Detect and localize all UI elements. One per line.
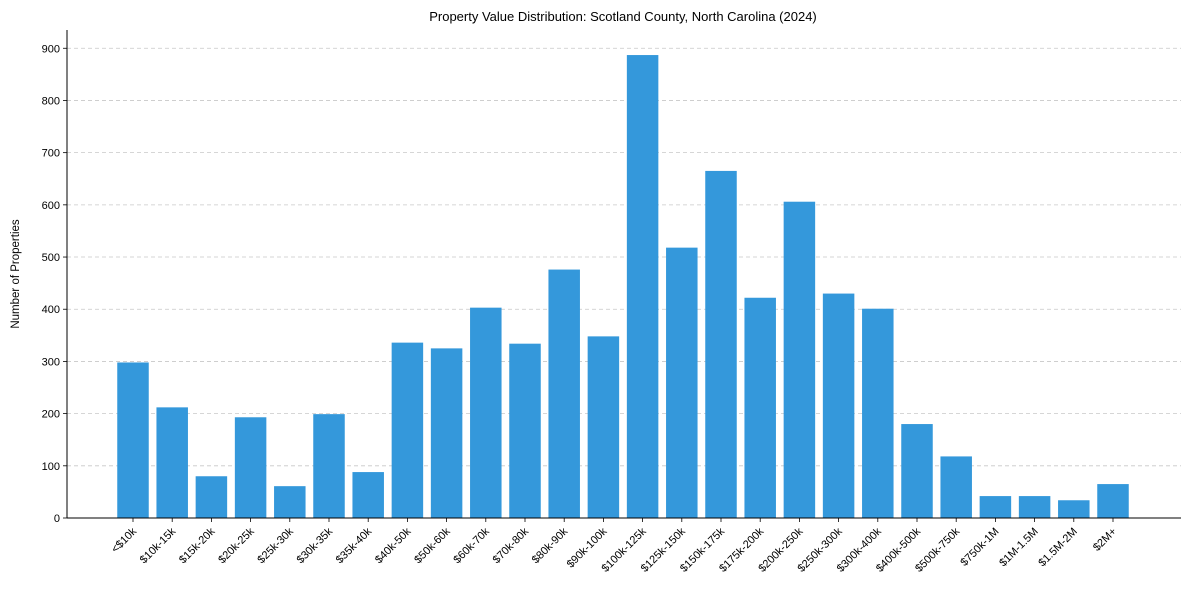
bar [901, 424, 933, 518]
x-tick-label: $40k-50k [373, 525, 414, 566]
x-tick-label: $25k-30k [255, 525, 296, 566]
bar [234, 417, 267, 518]
bar [666, 247, 698, 519]
bar [274, 486, 306, 518]
bar [470, 307, 502, 518]
y-axis-label: Number of Properties [10, 219, 22, 329]
bar [352, 472, 384, 518]
axes [66, 30, 1181, 519]
y-tick-label: 300 [42, 356, 60, 368]
bar [430, 348, 463, 518]
x-tick-label: $60k-70k [451, 525, 492, 566]
x-tick-label: $20k-25k [216, 525, 257, 566]
x-axis-ticks: <$10k$10k-15k$15k-20k$20k-25k$25k-30k$30… [109, 518, 1119, 575]
bar [705, 170, 737, 518]
chart-title: Property Value Distribution: Scotland Co… [429, 9, 817, 24]
bar [391, 342, 424, 518]
y-axis-ticks: 0 100 200 300 400 500 600 700 800 900 [42, 43, 67, 525]
bar [822, 293, 855, 518]
bar [862, 308, 894, 518]
y-tick-label: 500 [42, 252, 60, 264]
bar [783, 201, 816, 518]
bars [117, 55, 1129, 519]
bar [626, 55, 659, 519]
y-tick-label: 800 [42, 95, 60, 107]
y-tick-label: 700 [42, 148, 60, 160]
gridlines [67, 47, 1181, 467]
bar [313, 414, 345, 518]
bar [117, 362, 149, 518]
bar [548, 269, 580, 518]
x-tick-label: $30k-35k [295, 525, 336, 566]
x-tick-label: <$10k [109, 525, 139, 555]
bar [509, 343, 541, 518]
y-tick-label: 100 [42, 461, 60, 473]
bar [940, 456, 972, 518]
y-tick-label: 400 [42, 304, 60, 316]
y-tick-label: 0 [54, 513, 60, 525]
x-tick-label: $1M-1.5M [997, 526, 1041, 570]
bar [156, 407, 188, 518]
bar [744, 297, 776, 518]
y-tick-label: 900 [42, 43, 60, 55]
x-tick-label: $2M+ [1091, 526, 1119, 554]
x-tick-label: $50k-60k [412, 525, 453, 566]
bar [1097, 484, 1129, 518]
x-tick-label: $35k-40k [334, 525, 375, 566]
x-tick-label: $70k-80k [491, 525, 532, 566]
x-tick-label: $1.5M-2M [1036, 526, 1080, 570]
bar [1058, 500, 1090, 518]
bar [195, 476, 228, 518]
x-tick-label: $80k-90k [530, 525, 571, 566]
bar [587, 336, 620, 518]
y-tick-label: 200 [42, 409, 60, 421]
x-tick-label: $750k-1M [958, 526, 1001, 569]
y-tick-label: 600 [42, 200, 60, 212]
bar [979, 496, 1012, 518]
x-tick-label: $10k-15k [138, 525, 179, 566]
bar [1018, 496, 1051, 518]
x-tick-label: $15k-20k [177, 525, 218, 566]
